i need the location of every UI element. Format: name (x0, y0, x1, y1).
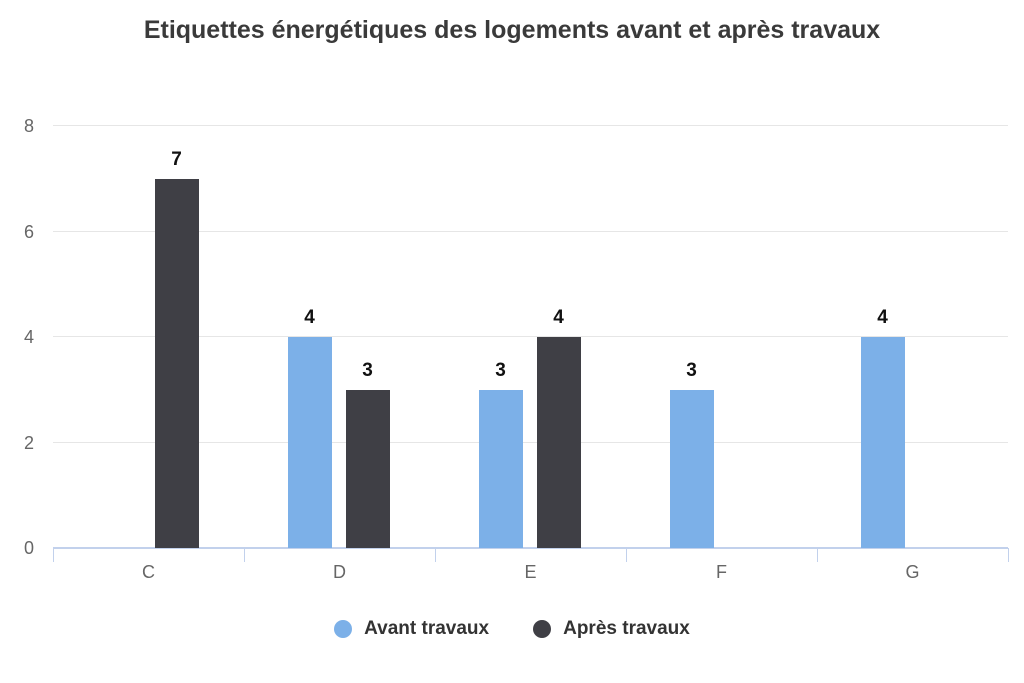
bar-value-label-avant-travaux-D: 4 (304, 307, 315, 328)
gridline-y-2 (53, 441, 1008, 443)
x-axis-tick-2 (435, 548, 436, 562)
gridline-y-8 (53, 125, 1008, 126)
x-axis-tick-3 (626, 548, 627, 562)
legend-label-avant-travaux: Avant travaux (364, 618, 490, 639)
y-axis-label-8: 8 (23, 116, 34, 136)
legend-item-avant-travaux[interactable]: Avant travaux (334, 618, 489, 640)
bar-value-label-avant-travaux-F: 3 (686, 359, 697, 381)
bar-value-label-apres-travaux-D: 3 (362, 359, 373, 381)
chart-title: Etiquettes énergétiques des logements av… (143, 16, 881, 44)
bar-value-label-avant-travaux-G: 4 (877, 307, 888, 328)
x-axis-label-F: F (716, 562, 727, 582)
bar-apres-travaux-C[interactable] (154, 178, 199, 548)
x-axis-line (53, 547, 1008, 549)
y-axis-label-4: 4 (23, 327, 34, 347)
x-axis-tick-1 (244, 548, 245, 562)
x-axis-label-E: E (524, 562, 537, 582)
bar-avant-travaux-F[interactable] (669, 389, 714, 548)
bar-avant-travaux-D[interactable] (287, 337, 332, 548)
legend-item-apres-travaux[interactable]: Après travaux (533, 618, 690, 640)
legend: Avant travaux Après travaux (0, 618, 1024, 640)
x-axis-label-D: D (333, 562, 346, 582)
x-axis-tick-4 (817, 548, 818, 562)
bar-apres-travaux-E[interactable] (536, 337, 581, 548)
bar-value-label-apres-travaux-C: 7 (171, 148, 182, 170)
legend-marker-circle-apres (533, 620, 552, 638)
legend-label-apres-travaux: Après travaux (563, 618, 690, 639)
y-axis-label-6: 6 (23, 221, 34, 242)
bar-avant-travaux-G[interactable] (860, 337, 905, 548)
x-axis-label-C: C (142, 562, 155, 582)
bar-value-label-apres-travaux-E: 4 (553, 307, 564, 328)
legend-marker-circle-avant (334, 620, 353, 638)
bar-apres-travaux-D[interactable] (345, 389, 390, 548)
gridline-y-4 (53, 336, 1008, 337)
x-axis-tick-0 (53, 548, 54, 562)
y-axis-label-0: 0 (23, 538, 34, 558)
bar-avant-travaux-E[interactable] (478, 389, 523, 548)
x-axis-tick-5 (1008, 548, 1009, 562)
y-axis-label-2: 2 (23, 432, 34, 453)
bar-value-label-avant-travaux-E: 3 (495, 359, 506, 381)
gridline-y-6 (53, 230, 1008, 232)
x-axis-label-G: G (905, 562, 920, 582)
